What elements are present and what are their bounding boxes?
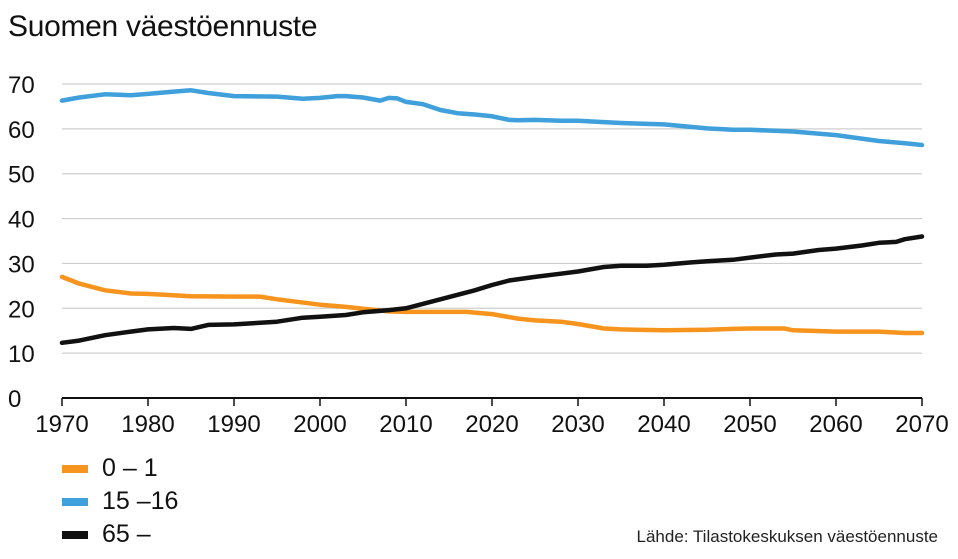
x-tick-label: 2050 xyxy=(723,411,776,438)
legend-label: 65 – xyxy=(102,520,151,548)
y-tick-label: 60 xyxy=(8,117,35,144)
legend-swatch xyxy=(62,464,88,473)
series-line xyxy=(59,234,925,346)
page-title: Suomen väestöennuste xyxy=(8,10,318,43)
y-tick-label: 20 xyxy=(8,296,35,323)
legend-swatch xyxy=(62,497,88,506)
x-tick-label: 2030 xyxy=(551,411,604,438)
x-tick-label: 2010 xyxy=(379,411,432,438)
legend-item: 65 – xyxy=(62,518,178,551)
legend-item: 15 –16 xyxy=(62,485,178,518)
legend-label: 0 – 1 xyxy=(102,454,158,482)
source-note: Lähde: Tilastokeskuksen väestöennuste xyxy=(636,527,938,546)
y-tick-label: 0 xyxy=(8,386,21,413)
legend: 0 – 1 15 –16 65 – xyxy=(62,452,178,551)
series-lines xyxy=(59,88,925,346)
x-tick-label: 2000 xyxy=(293,411,346,438)
legend-swatch xyxy=(62,530,88,539)
x-tick-label: 1970 xyxy=(35,411,88,438)
y-tick-label: 10 xyxy=(8,341,35,368)
y-tick-label: 30 xyxy=(8,251,35,278)
x-tick-label: 1980 xyxy=(121,411,174,438)
series-line xyxy=(59,274,925,336)
x-axis xyxy=(61,397,923,406)
y-tick-label: 40 xyxy=(8,207,35,234)
y-tick-label: 70 xyxy=(8,72,35,99)
y-tick-label: 50 xyxy=(8,162,35,189)
legend-label: 15 –16 xyxy=(102,487,179,515)
series-line xyxy=(59,88,925,148)
y-tick-labels: 0 10 20 30 40 50 60 70 xyxy=(8,72,35,413)
x-tick-labels: 1970 1980 1990 2000 2010 2020 2030 2040 2050 2060… xyxy=(35,411,948,438)
x-tick-label: 2040 xyxy=(637,411,690,438)
x-tick-label: 2060 xyxy=(809,411,862,438)
x-tick-label: 2020 xyxy=(465,411,518,438)
x-tick-label: 1990 xyxy=(207,411,260,438)
legend-item: 0 – 1 xyxy=(62,452,178,485)
x-tick-label: 2070 xyxy=(895,411,948,438)
